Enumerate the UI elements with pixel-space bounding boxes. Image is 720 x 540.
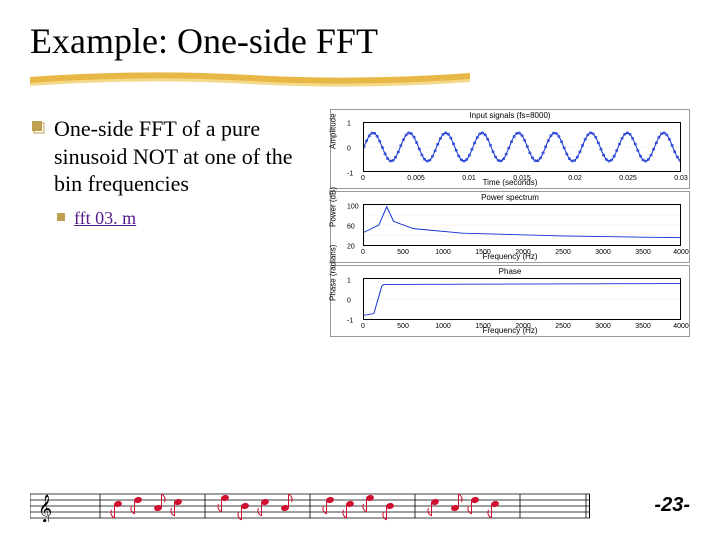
chart1-ytick: 0 <box>347 146 351 153</box>
chart1-ytick: 1 <box>347 121 351 128</box>
chart1-ylabel: Amplitude <box>329 113 338 149</box>
chart3-svg <box>364 279 680 319</box>
music-staff-icon: 𝄞 <box>30 488 590 522</box>
chart3-ytick: 0 <box>347 298 351 305</box>
bullet-level2: fft 03. m <box>56 208 318 229</box>
chart-time-domain: Input signals (fs=8000) Amplitude 1 0 -1… <box>330 109 690 189</box>
chart3-ytick: -1 <box>347 317 353 324</box>
chart1-ytick: -1 <box>347 170 353 177</box>
chart2-ylabel: Power (dB) <box>329 187 338 227</box>
chart2-title: Power spectrum <box>331 193 689 202</box>
chart3-xlabel: Frequency (Hz) <box>331 326 689 335</box>
chart3-ytick: 1 <box>347 278 351 285</box>
chart2-svg <box>364 205 680 245</box>
chart-power-spectrum: Power spectrum Power (dB) 100 60 20 0 50… <box>330 191 690 263</box>
chart3-ylabel: Phase (radians) <box>329 245 338 301</box>
slide: Example: One-side FFT One-side FFT of a … <box>0 0 720 540</box>
page-number: -23- <box>654 494 690 517</box>
slide-title: Example: One-side FFT <box>30 20 690 62</box>
svg-text:𝄞: 𝄞 <box>38 495 52 522</box>
chart1-title: Input signals (fs=8000) <box>331 111 689 120</box>
title-underline <box>30 68 470 88</box>
right-column: Input signals (fs=8000) Amplitude 1 0 -1… <box>330 109 690 337</box>
chart2-plot <box>363 204 681 246</box>
chart-phase: Phase Phase (radians) 1 0 -1 0 500 1000 … <box>330 265 690 337</box>
chart1-plot <box>363 122 681 172</box>
slide-footer: 𝄞 -23- <box>30 488 690 522</box>
bullet-text: One-side FFT of a pure sinusoid NOT at o… <box>54 115 318 198</box>
chart3-title: Phase <box>331 267 689 276</box>
chart1-xlabel: Time (seconds) <box>331 178 689 187</box>
chart2-ytick: 60 <box>347 224 355 231</box>
content-row: One-side FFT of a pure sinusoid NOT at o… <box>30 109 690 337</box>
chart2-xlabel: Frequency (Hz) <box>331 252 689 261</box>
fft-link[interactable]: fft 03. m <box>74 208 136 229</box>
chart2-ytick: 100 <box>347 204 359 211</box>
title-block: Example: One-side FFT <box>30 20 690 93</box>
square-bullet-icon <box>30 119 46 135</box>
bullet-level1: One-side FFT of a pure sinusoid NOT at o… <box>30 115 318 198</box>
chart2-ytick: 20 <box>347 243 355 250</box>
square-bullet-icon <box>56 212 68 224</box>
chart3-plot <box>363 278 681 320</box>
left-column: One-side FFT of a pure sinusoid NOT at o… <box>30 109 318 337</box>
chart1-svg <box>364 123 680 171</box>
